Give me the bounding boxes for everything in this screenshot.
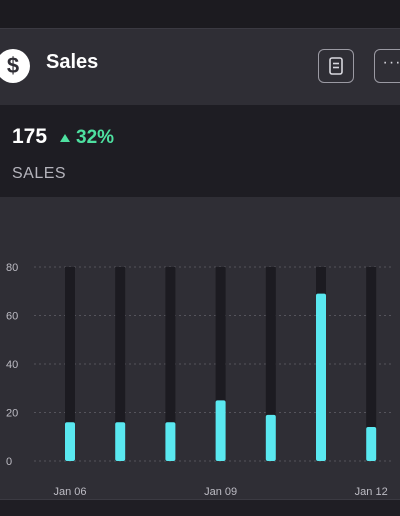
dollar-icon: $ [0,49,30,83]
y-tick-label: 40 [6,359,18,371]
sales-card: $ Sales ··· 175 32% SALES 0 20 40 60 80 Jan 0… [0,28,400,500]
bar-chart: 0 20 40 60 80 Jan 06 Jan 09 Jan 12 [0,197,400,501]
x-tick-label: Jan 12 [355,486,388,498]
y-tick-label: 60 [6,311,18,323]
bar-track [165,267,176,461]
bar [165,422,176,461]
top-strip [0,0,400,28]
stat-value: 175 [12,125,48,148]
bar-track [65,267,75,461]
more-button[interactable]: ··· [374,49,400,83]
bar-track [215,267,226,461]
chart-svg: 0 20 40 60 80 Jan 06 Jan 09 Jan 12 [6,262,392,498]
stat-change: 32% [60,127,114,149]
stat-change-value: 32% [76,127,115,148]
bottom-strip [0,500,400,516]
bar [115,422,126,461]
document-button[interactable] [318,49,354,83]
document-icon [329,57,343,75]
more-icon: ··· [382,54,400,71]
x-tick-label: Jan 06 [53,486,86,498]
bar [316,293,326,461]
y-tick-label: 80 [6,262,18,274]
bar [215,400,226,461]
stat-label: SALES [12,165,67,182]
trend-up-icon [60,134,70,142]
bar [265,414,276,461]
bar-track [366,267,377,461]
y-tick-label: 20 [6,408,18,420]
bar [65,422,75,461]
x-tick-label: Jan 09 [204,486,237,498]
bar-track [265,267,276,461]
card-title: Sales [46,51,99,73]
bar-track [115,267,126,461]
card-header: $ Sales ··· [0,29,400,105]
stats-panel: 175 32% SALES [0,105,400,197]
y-tick-label: 0 [6,456,12,468]
currency-glyph: $ [6,53,20,78]
bar [366,427,377,461]
